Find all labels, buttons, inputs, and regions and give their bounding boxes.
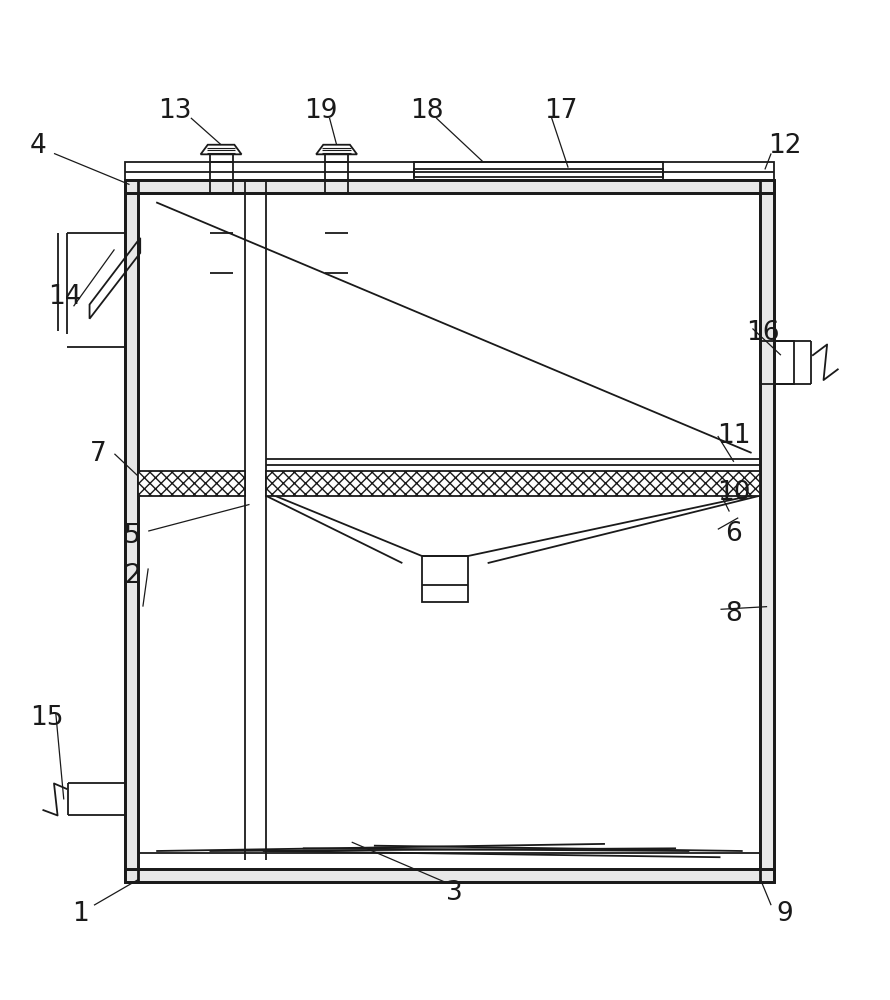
Bar xyxy=(422,556,468,602)
Text: 5: 5 xyxy=(124,523,141,549)
Bar xyxy=(760,341,794,384)
Bar xyxy=(125,869,773,882)
Text: 15: 15 xyxy=(30,705,64,731)
Text: 17: 17 xyxy=(544,98,578,124)
Text: 4: 4 xyxy=(29,133,46,159)
Text: 7: 7 xyxy=(90,441,107,467)
Bar xyxy=(414,162,663,180)
Bar xyxy=(265,471,760,496)
Text: 12: 12 xyxy=(768,133,801,159)
Bar xyxy=(414,169,663,177)
Bar xyxy=(125,162,773,180)
Text: 13: 13 xyxy=(158,98,191,124)
Text: 9: 9 xyxy=(776,901,793,927)
Bar xyxy=(139,471,245,496)
Bar xyxy=(760,180,773,882)
Text: 16: 16 xyxy=(747,320,780,346)
Bar xyxy=(125,180,139,882)
Text: 18: 18 xyxy=(410,98,444,124)
Bar xyxy=(125,180,773,193)
Text: 3: 3 xyxy=(446,880,462,906)
Text: 10: 10 xyxy=(717,480,750,506)
Bar xyxy=(209,154,232,162)
Bar xyxy=(325,154,348,162)
Text: 2: 2 xyxy=(124,563,141,589)
Text: 11: 11 xyxy=(717,423,750,449)
Text: 8: 8 xyxy=(725,601,742,627)
Text: 1: 1 xyxy=(72,901,89,927)
Text: 14: 14 xyxy=(48,284,81,310)
Text: 6: 6 xyxy=(725,521,742,547)
Text: 19: 19 xyxy=(303,98,337,124)
